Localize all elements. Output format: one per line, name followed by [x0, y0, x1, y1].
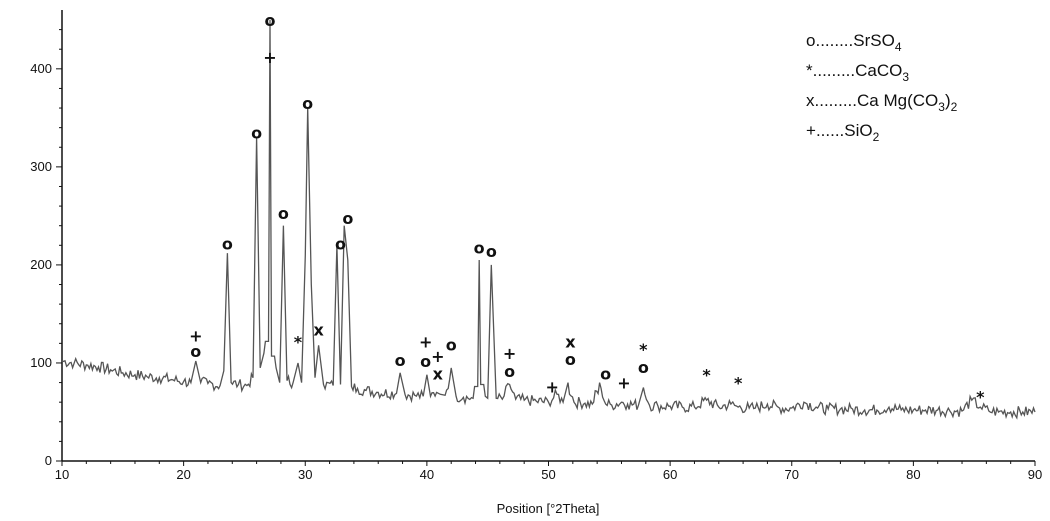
peak-marker: o: [474, 238, 485, 257]
peak-marker: o: [420, 352, 431, 371]
peak-marker: o: [446, 335, 457, 354]
legend-sub: 3: [902, 70, 909, 84]
peak-marker: +: [263, 48, 276, 67]
peak-marker: +: [431, 347, 444, 366]
legend-dots: .........: [815, 91, 858, 110]
peak-marker: +: [617, 374, 630, 393]
peak-marker: o: [395, 351, 406, 370]
peak-marker: o: [302, 94, 313, 113]
peak-marker: +: [189, 327, 202, 346]
peak-marker: o: [486, 242, 497, 261]
legend-name: CaCO: [855, 61, 902, 80]
legend-dots: ......: [816, 121, 844, 140]
legend-tail: ): [945, 91, 951, 110]
peak-marker: x: [565, 332, 576, 351]
legend-entry: +......SiO2: [806, 121, 880, 144]
legend-dots: .........: [813, 61, 856, 80]
legend-entry: *.........CaCO3: [806, 61, 909, 84]
legend-dots: ........: [815, 31, 853, 50]
x-tick-label: 70: [785, 467, 799, 482]
y-tick-label: 0: [45, 453, 52, 468]
y-ticks: 0 100 200 300 400: [30, 29, 62, 468]
legend-symbol: *: [806, 61, 813, 80]
peak-marker: o: [264, 11, 275, 30]
peak-marker: o: [600, 365, 611, 384]
legend-tail-sub: 2: [951, 100, 958, 114]
peak-marker: o: [565, 350, 576, 369]
peak-marker: o: [638, 358, 649, 377]
peak-marker: *: [702, 366, 711, 385]
peak-marker: o: [251, 124, 262, 143]
legend-sub: 3: [938, 100, 945, 114]
y-tick-label: 200: [30, 257, 52, 272]
peak-marker: o: [190, 342, 201, 361]
peak-marker: *: [734, 374, 743, 393]
x-tick-label: 30: [298, 467, 312, 482]
legend-name: SrSO: [853, 31, 895, 50]
y-tick-label: 400: [30, 61, 52, 76]
diffraction-pattern-line: [61, 19, 1036, 420]
legend-symbol: o: [806, 31, 815, 50]
y-tick-label: 100: [30, 355, 52, 370]
peak-marker: *: [294, 332, 303, 351]
peak-marker: +: [545, 377, 558, 396]
peak-marker: o: [222, 234, 233, 253]
legend-entry: x.........Ca Mg(CO3)2: [806, 91, 958, 114]
peak-marker: *: [639, 340, 648, 359]
legend-entry: o........SrSO4: [806, 31, 902, 54]
x-tick-label: 40: [420, 467, 434, 482]
peak-marker: o: [504, 362, 515, 381]
x-tick-label: 50: [541, 467, 555, 482]
peak-marker: x: [433, 365, 444, 384]
legend: o........SrSO4*.........CaCO3x.........C…: [806, 31, 958, 144]
y-tick-label: 300: [30, 159, 52, 174]
peak-marker: o: [278, 204, 289, 223]
legend-symbol: x: [806, 91, 815, 110]
x-tick-label: 90: [1028, 467, 1042, 482]
peak-marker: o: [335, 234, 346, 253]
x-tick-label: 20: [176, 467, 190, 482]
legend-symbol: +: [806, 121, 816, 140]
x-tick-label: 10: [55, 467, 69, 482]
legend-sub: 2: [873, 130, 880, 144]
peak-marker: +: [419, 332, 432, 351]
peak-marker: o: [342, 209, 353, 228]
legend-name: SiO: [844, 121, 872, 140]
peak-marker: *: [976, 387, 985, 406]
x-tick-label: 80: [906, 467, 920, 482]
legend-sub: 4: [895, 40, 902, 54]
peak-marker: x: [313, 321, 324, 340]
legend-name: Ca Mg(CO: [857, 91, 938, 110]
x-tick-label: 60: [663, 467, 677, 482]
x-ticks: 10 20 30 40 50 60 70 80 90: [55, 461, 1042, 482]
peak-marker: +: [503, 344, 516, 363]
x-axis-title: Position [°2Theta]: [497, 501, 600, 516]
